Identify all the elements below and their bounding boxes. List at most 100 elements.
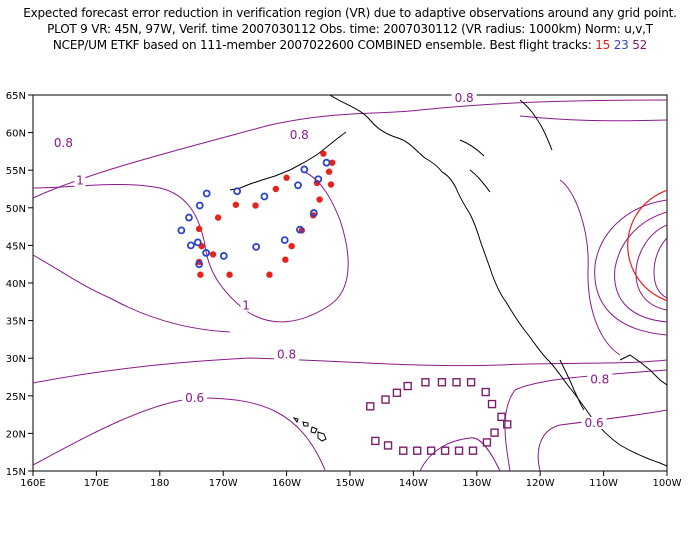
header-line-2: PLOT 9 VR: 45N, 97W, Verif. time 2007030…: [47, 22, 653, 36]
track-52-point: [490, 428, 499, 437]
y-tick-label: 25N: [6, 392, 26, 403]
contour-label: 0.8: [277, 347, 296, 361]
contour-lines: [33, 99, 667, 471]
track-15-point: [232, 201, 240, 208]
track-23-point: [260, 192, 269, 201]
track-52-point: [381, 395, 390, 404]
contour-0.6-middle: [419, 437, 501, 471]
track-23-point: [296, 225, 304, 234]
contour-east-2: [614, 211, 667, 323]
x-tick-label: 120W: [526, 478, 555, 489]
track-52-point: [481, 387, 490, 397]
contour-label-bg: [286, 128, 312, 141]
track-52-point: [426, 446, 436, 455]
track-52-point: [366, 402, 375, 411]
contour-0.6-south: [33, 397, 326, 471]
x-tick-label: 140W: [399, 478, 428, 489]
canada-islands: [459, 139, 491, 193]
header-line-3: NCEP/UM ETKF based on 111-member 2007022…: [0, 38, 700, 52]
track-15-point: [325, 168, 333, 175]
x-tick-label: 100W: [653, 478, 682, 489]
contour-label-bg: [587, 373, 613, 386]
track-23-point: [195, 260, 204, 269]
y-tick-label: 20N: [6, 429, 26, 440]
verification-region-circle: [627, 189, 667, 302]
contour-0.8-middle: [33, 357, 667, 384]
track-52-point: [452, 378, 461, 387]
contour-label-bg: [240, 299, 252, 312]
track-23-point: [252, 243, 261, 251]
east-coast-jag: [619, 354, 667, 386]
north-america-west-coast: [441, 171, 667, 467]
track-15-point: [252, 202, 259, 209]
x-tick-label: 180: [150, 478, 169, 489]
contour-0.8-southeast: [504, 369, 667, 471]
track-52-point: [371, 436, 380, 446]
track-23-label: 23: [613, 38, 629, 52]
contour-label: 0.8: [590, 372, 609, 386]
contour-east-1: [594, 199, 667, 336]
track-52-point: [497, 412, 506, 422]
contour-label-bg: [50, 137, 76, 150]
y-tick-label: 35N: [6, 317, 26, 328]
track-52-label: 52: [632, 38, 648, 52]
contour-label: 1: [242, 299, 250, 313]
alaska-coast: [329, 95, 443, 173]
track-15-point: [272, 185, 280, 193]
contour-0.6-southeast: [537, 409, 667, 471]
track-15-point: [282, 256, 289, 263]
track-23-point: [186, 241, 195, 250]
baja-california: [559, 359, 585, 411]
contour-label-bg: [74, 174, 86, 187]
track-52-point: [466, 378, 476, 387]
x-axis: 160E 170E 180 170W 160W 150W 140W 130W 120W 110W 1…: [20, 471, 682, 489]
contour-0.8-north-east: [519, 115, 667, 122]
contour-label: 0.8: [54, 136, 73, 150]
figure-header: Expected forecast error reduction in ver…: [0, 0, 700, 90]
track-52-point: [482, 438, 492, 447]
aleutian-islands: [229, 131, 347, 191]
track-15-point: [327, 181, 335, 188]
track-52-point: [503, 420, 512, 429]
track-52-point: [454, 446, 464, 455]
x-tick-label: 170W: [209, 478, 238, 489]
track-52-point: [403, 381, 412, 391]
track-23-point: [219, 252, 228, 260]
y-tick-label: 60N: [6, 129, 26, 140]
track-15-point: [209, 251, 217, 258]
track-15-point: [288, 242, 295, 250]
plot-frame: [32, 94, 668, 472]
track-23-point: [177, 226, 186, 235]
x-tick-label: 160W: [272, 478, 301, 489]
track-23-point: [322, 158, 331, 167]
y-tick-label: 65N: [6, 91, 26, 102]
track-23-point: [309, 209, 318, 217]
contour-label: 1: [76, 174, 84, 188]
alaska-south-panhandle: [519, 99, 553, 151]
contour-label-bg: [451, 92, 477, 105]
track-23-point: [185, 213, 193, 222]
track-15-label: 15: [595, 38, 611, 52]
contour-label: 0.8: [455, 91, 474, 105]
contour-label: 0.6: [185, 391, 204, 405]
track-52-point: [468, 446, 478, 455]
contour-label: 0.8: [290, 128, 309, 142]
contour-1-outer: [33, 171, 349, 323]
track-15-point: [283, 174, 290, 181]
track-52-point: [413, 446, 422, 455]
contour-1-west: [33, 254, 231, 333]
y-tick-label: 45N: [6, 241, 26, 252]
y-axis: 15N 20N 25N 30N 35N 40N 45N 50N 55N 60N 65N: [6, 91, 33, 478]
track-23-point: [233, 187, 242, 196]
y-tick-label: 30N: [6, 354, 26, 365]
y-tick-label: 55N: [6, 166, 26, 177]
track-15-point: [214, 214, 222, 221]
track-23-point: [300, 165, 309, 174]
y-tick-label: 40N: [6, 279, 26, 290]
track-52-point: [421, 378, 430, 387]
track-52-point: [392, 388, 402, 397]
track-15-point: [320, 150, 327, 157]
contour-label-bg: [274, 348, 300, 361]
track-52-point: [440, 446, 450, 455]
